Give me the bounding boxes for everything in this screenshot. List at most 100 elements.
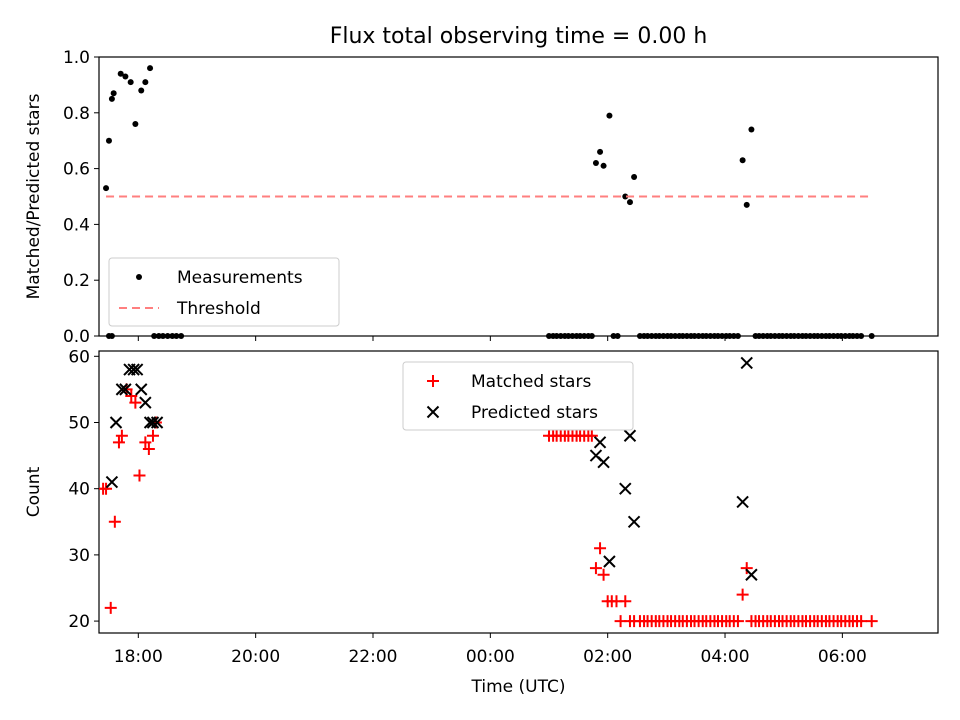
legend-box: [108, 257, 340, 327]
legend: Measurements Threshold: [108, 257, 340, 327]
legend-marker-matched: [427, 375, 439, 387]
predicted-star-point: [139, 396, 152, 409]
predicted-star-point: [740, 356, 753, 370]
measurement-point: [648, 333, 655, 339]
top-panel: 0.0 0.2 0.4 0.6 0.8 1.0 Matched/Predicted star…: [24, 48, 939, 347]
y-tick-label: 0.6: [63, 160, 90, 180]
legend-label: Threshold: [176, 299, 261, 319]
data-layer: [103, 65, 875, 339]
measurement-point: [743, 201, 750, 208]
measurement-point: [553, 333, 560, 339]
matched-star-point: [597, 568, 610, 581]
measurement-point: [592, 160, 599, 167]
measurement-point: [714, 333, 721, 339]
y-axis-label: Matched/Predicted stars: [24, 93, 44, 299]
measurement-point: [557, 333, 564, 339]
predicted-star-point: [115, 383, 129, 396]
matched-star-point: [139, 436, 152, 449]
x-tick-label: 04:00: [701, 647, 750, 667]
measurement-point: [597, 148, 604, 155]
matched-star-point: [100, 482, 113, 495]
matched-star-point: [104, 601, 117, 614]
legend-label: Matched stars: [471, 372, 591, 392]
measurement-point: [132, 120, 139, 127]
axes-frame: [98, 350, 939, 634]
measurement-point: [110, 90, 117, 97]
y-axis-label: Count: [24, 466, 44, 517]
measurement-point: [818, 333, 825, 339]
measurement-point: [771, 333, 778, 339]
matched-star-point: [855, 615, 868, 628]
predicted-star-point: [736, 495, 749, 509]
x-tick-label: 20:00: [231, 647, 280, 667]
measurement-point: [626, 199, 633, 206]
measurement-point: [610, 333, 617, 339]
measurement-point: [730, 333, 737, 339]
x-tick-label: 00:00: [466, 647, 515, 667]
y-tick-label: 60: [68, 347, 90, 367]
measurement-point: [122, 73, 129, 80]
y-tick-label: 30: [68, 546, 90, 566]
x-axis-label: Time (UTC): [471, 677, 566, 697]
measurement-point: [169, 333, 176, 339]
y-tick-label: 0.0: [63, 327, 90, 347]
matched-star-point: [115, 429, 128, 442]
measurement-point: [164, 333, 171, 339]
measurement-point: [703, 333, 710, 339]
measurement-point: [581, 333, 588, 339]
measurement-point: [159, 333, 166, 339]
measurement-point: [660, 333, 667, 339]
x-tick-label: 22:00: [348, 647, 397, 667]
y-tick-label: 40: [68, 480, 90, 500]
measurement-point: [783, 333, 790, 339]
measurement-point: [854, 333, 861, 339]
measurement-point: [588, 333, 595, 339]
legend-label: Measurements: [177, 268, 303, 288]
y-tick-label: 0.2: [63, 271, 90, 291]
legend-marker-measurements: [136, 274, 142, 280]
matched-star-point: [146, 429, 159, 442]
measurement-point: [178, 333, 185, 339]
measurement-point: [105, 137, 112, 144]
predicted-star-point: [597, 456, 610, 469]
x-tick-label: 18:00: [114, 647, 163, 667]
measurement-point: [577, 333, 584, 339]
predicted-star-point: [135, 383, 148, 396]
measurement-point: [795, 333, 802, 339]
measurement-point: [842, 333, 849, 339]
measurement-point: [631, 173, 638, 180]
data-layer: [99, 356, 878, 628]
measurement-point: [108, 333, 115, 339]
measurement-point: [849, 333, 856, 339]
measurement-point: [614, 333, 621, 339]
predicted-star-point: [109, 416, 123, 429]
measurement-point: [868, 333, 875, 339]
measurement-point: [756, 333, 763, 339]
matched-star-point: [740, 562, 753, 575]
legend-label: Predicted stars: [471, 403, 598, 423]
predicted-star-point: [146, 416, 160, 429]
x-tick-label: 02:00: [583, 647, 632, 667]
y-tick-label: 20: [68, 612, 90, 632]
predicted-star-point: [603, 555, 616, 568]
axes-frame: [98, 56, 939, 337]
measurement-point: [127, 79, 134, 86]
measurement-point: [748, 126, 755, 133]
measurement-point: [767, 333, 774, 339]
matched-star-point: [125, 390, 138, 403]
measurement-point: [695, 333, 702, 339]
measurement-point: [173, 333, 180, 339]
matched-star-point: [129, 396, 142, 409]
matched-star-point: [112, 436, 125, 449]
predicted-star-point: [130, 363, 144, 376]
measurement-point: [606, 112, 613, 119]
y-tick-label: 50: [68, 413, 90, 433]
predicted-star-point: [593, 436, 607, 449]
measurement-point: [565, 333, 572, 339]
measurement-point: [739, 157, 746, 164]
measurement-point: [719, 333, 726, 339]
predicted-star-point: [127, 363, 140, 376]
measurement-point: [569, 333, 576, 339]
